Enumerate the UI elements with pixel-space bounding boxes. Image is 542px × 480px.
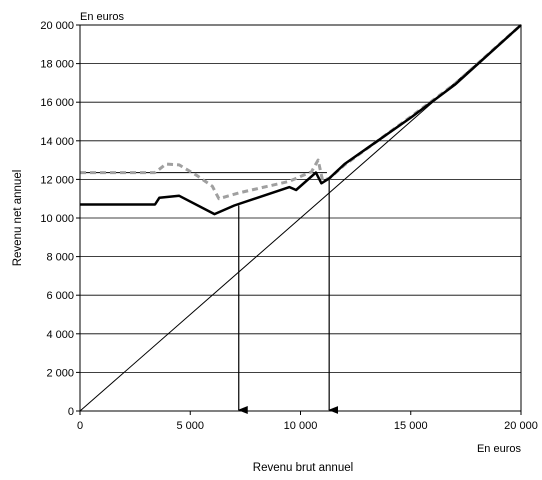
- tick-labels: 0 2 000 4 000 6 000 8 000 10 000 12 000 14 000 1…: [40, 20, 537, 432]
- series-line-solid-thick: [80, 25, 521, 214]
- y-tick-label: 0: [68, 406, 74, 418]
- x-tick-label: 0: [77, 420, 83, 432]
- x-tick-label: 10 000: [284, 420, 318, 432]
- y-tick-label: 12 000: [40, 174, 74, 186]
- x-tick-label: 15 000: [394, 420, 428, 432]
- y-tick-label: 20 000: [40, 20, 74, 32]
- y-tick-label: 4 000: [46, 329, 74, 341]
- y-tick-label: 16 000: [40, 97, 74, 109]
- x-tick-label: 5 000: [176, 420, 204, 432]
- y-tick-label: 10 000: [40, 213, 74, 225]
- y-tick-label: 14 000: [40, 136, 74, 148]
- y-tick-label: 2 000: [46, 367, 74, 379]
- y-axis-title: Revenu net annuel: [12, 170, 24, 267]
- x-axis-title: Revenu brut annuel: [253, 462, 353, 474]
- y-unit-label: En euros: [80, 11, 125, 23]
- x-tick-label: 20 000: [504, 420, 538, 432]
- y-tick-label: 18 000: [40, 59, 74, 71]
- y-tick-label: 6 000: [46, 290, 74, 302]
- x-unit-label: En euros: [477, 443, 522, 455]
- y-tick-label: 8 000: [46, 252, 74, 264]
